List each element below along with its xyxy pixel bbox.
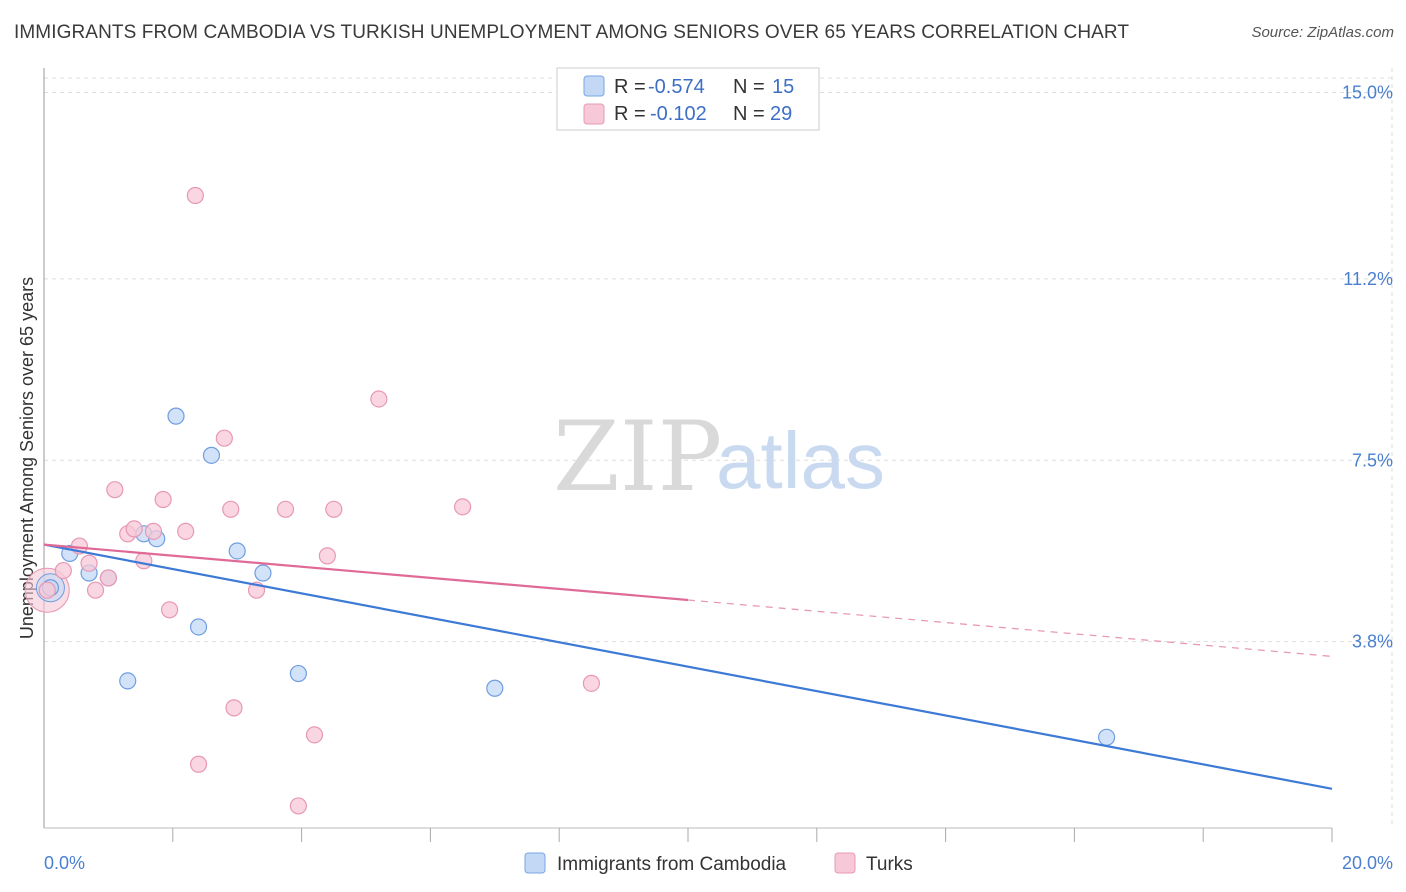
legend-turks-label: Turks (866, 854, 913, 875)
legend-cambodia-label: Immigrants from Cambodia (557, 854, 787, 875)
legend-n-label-2: N = (733, 103, 765, 125)
point-turks (189, 755, 208, 773)
point-cambodia (202, 446, 221, 464)
x-tick-marks (172, 828, 1333, 842)
point-turks (222, 500, 240, 518)
point-turks (318, 547, 336, 565)
x-tick-label-max: 20.0% (1342, 853, 1393, 873)
y-axis-label: Unemployment Among Seniors over 65 years (17, 277, 37, 639)
legend-r-label-1: R = (614, 76, 646, 98)
legend-n-value-1: 15 (772, 76, 794, 98)
point-turks (177, 522, 195, 540)
watermark-atlas: atlas (716, 416, 885, 505)
point-cambodia (289, 664, 307, 683)
trend-line-turks (43, 543, 689, 602)
chart-title: IMMIGRANTS FROM CAMBODIA VS TURKISH UNEM… (14, 22, 1130, 43)
point-cambodia (119, 672, 137, 690)
point-turks (38, 581, 56, 599)
point-turks (144, 522, 163, 540)
legend-n-label-1: N = (733, 76, 765, 98)
legend-swatch-pink (583, 103, 605, 125)
point-turks (86, 581, 105, 599)
legend-r-value-2: -0.102 (650, 103, 707, 125)
point-turks (160, 601, 179, 619)
point-turks (582, 674, 601, 692)
y-tick-label: 11.2% (1343, 269, 1393, 289)
legend-n-value-2: 29 (770, 103, 792, 125)
point-turks (125, 520, 143, 538)
point-turks (454, 498, 472, 516)
point-cambodia (167, 407, 185, 425)
point-turks (99, 569, 118, 587)
point-turks (186, 186, 204, 205)
point-turks (80, 554, 98, 572)
point-turks (135, 552, 153, 570)
point-cambodia (228, 542, 246, 560)
scatter-points (24, 186, 1116, 815)
point-cambodia (1097, 728, 1116, 746)
trend-line-cambodia (43, 543, 1333, 790)
trend-lines (43, 543, 1333, 790)
point-turks (54, 561, 72, 580)
point-turks (305, 726, 324, 744)
source-label: Source: ZipAtlas.com (1251, 24, 1394, 41)
point-turks (225, 699, 243, 717)
point-turks (276, 500, 295, 518)
point-turks (215, 429, 233, 447)
y-tick-label: 7.5% (1352, 450, 1393, 470)
point-cambodia (486, 679, 504, 697)
point-turks (106, 481, 124, 499)
point-cambodia (254, 564, 272, 582)
y-tick-labels: 3.8% 7.5% 11.2% 15.0% (1342, 83, 1393, 652)
correlation-legend: R = -0.574 N = 15 R = -0.102 N = 29 (556, 67, 820, 131)
legend-swatch-blue (583, 75, 605, 97)
watermark-zip: ZIP (553, 401, 722, 513)
legend-turks-swatch (834, 852, 856, 874)
legend-r-label-2: R = (614, 103, 646, 125)
trend-line-turks-extension (687, 599, 1333, 658)
y-tick-label: 15.0% (1342, 83, 1393, 103)
x-tick-label-min: 0.0% (44, 853, 85, 873)
point-cambodia (189, 618, 208, 636)
y-tick-label: 3.8% (1352, 632, 1393, 652)
legend-cambodia-swatch (524, 852, 546, 874)
point-turks (370, 390, 388, 408)
series-legend: Immigrants from Cambodia Turks (524, 852, 913, 875)
point-turks (325, 500, 343, 518)
point-turks (154, 490, 172, 509)
point-turks (289, 797, 307, 815)
legend-r-value-1: -0.574 (648, 76, 705, 98)
